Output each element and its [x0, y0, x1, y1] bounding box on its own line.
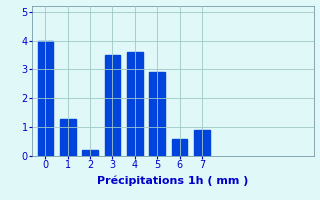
- X-axis label: Précipitations 1h ( mm ): Précipitations 1h ( mm ): [97, 176, 249, 186]
- Bar: [60, 118, 76, 156]
- Bar: [82, 150, 98, 156]
- Bar: [37, 41, 53, 156]
- Bar: [105, 55, 120, 156]
- Bar: [172, 139, 187, 156]
- Bar: [149, 72, 165, 156]
- Bar: [194, 130, 210, 156]
- Bar: [127, 52, 143, 156]
